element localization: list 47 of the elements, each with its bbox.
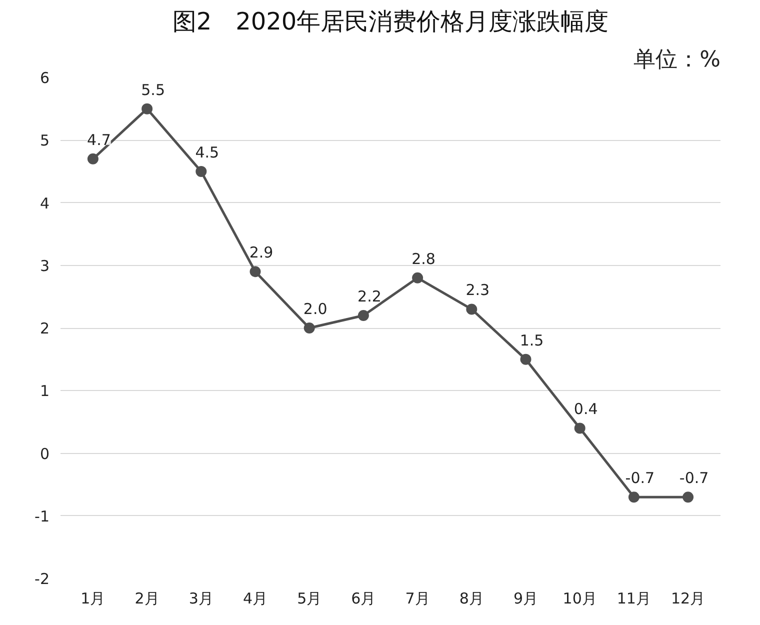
y-tick-label: 5 [40,132,50,150]
x-tick-label: 11月 [616,590,651,608]
y-tick-label: -1 [34,507,50,526]
point [466,304,478,315]
point [196,166,207,177]
y-tick-label: -2 [34,570,50,588]
point [87,153,98,164]
point [682,492,694,503]
text: 4.5 [195,143,220,162]
chart-title: 图2 2020年居民消费价格月度涨跌幅度 [172,8,609,36]
x-tick-label: 3月 [188,590,214,608]
point [142,103,153,114]
text: 1.5 [520,331,544,350]
x-tick-label: 12月 [670,590,706,608]
y-tick-label: 6 [40,69,50,87]
x-tick-label: 6月 [351,590,376,608]
x-tick-label: 2月 [134,590,160,608]
x-tick-label: 1月 [80,590,106,608]
x-tick-label: 10月 [562,590,597,608]
text: 2.9 [249,244,274,262]
y-tick-label: 0 [40,444,50,463]
x-tick-label: 7月 [405,590,430,608]
text: -0.7 [625,469,655,488]
point [412,272,424,284]
y-tick-label: 3 [40,256,50,275]
text: 4.7 [87,130,111,149]
text: 2.8 [412,250,436,268]
point [250,266,261,278]
point [574,422,586,434]
text: 单位：% [634,48,720,72]
x-tick-label: 8月 [459,590,484,608]
y-tick-label: 1 [40,382,50,400]
text: 0.4 [574,400,598,418]
point [628,492,640,503]
x-tick-label: 5月 [297,590,322,608]
point [520,354,532,365]
text: 2.2 [358,287,382,306]
x-tick-label: 9月 [513,590,538,608]
y-tick-label: 4 [40,194,50,212]
point [304,322,315,334]
x-tick-label: 4月 [242,590,268,608]
text: 2.3 [466,281,490,300]
y-tick-label: 2 [40,320,50,338]
text: 5.5 [141,80,165,99]
text: 2.0 [303,300,328,318]
point [358,310,369,321]
text: -0.7 [679,469,709,488]
